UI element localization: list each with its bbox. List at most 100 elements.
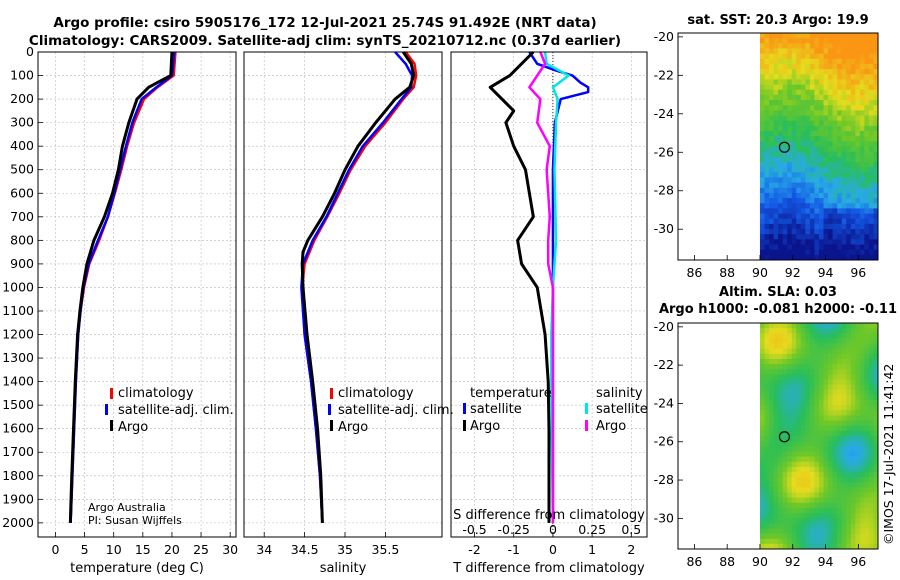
map-cell (805, 177, 811, 184)
map-cell (837, 53, 843, 60)
map-cell (864, 364, 870, 370)
map-cell (759, 441, 765, 447)
map-cell (832, 543, 838, 550)
map-cell (864, 528, 870, 534)
map-cell (841, 125, 847, 132)
map-cell (809, 38, 815, 44)
map-cell (823, 513, 829, 519)
map-cell (805, 151, 811, 158)
map-cell (841, 141, 847, 147)
map-cell (800, 94, 806, 101)
map-cell (832, 177, 838, 184)
map-cell (823, 333, 829, 339)
map-cell (818, 353, 824, 360)
map-cell (818, 369, 824, 375)
map-cell (828, 141, 833, 147)
map-cell (828, 477, 833, 483)
map-cell (787, 120, 793, 127)
map-cell (828, 115, 833, 122)
map-cell (855, 239, 861, 245)
map-cell (841, 436, 847, 442)
map-cell (859, 348, 865, 355)
map-cell (778, 410, 784, 416)
map-cell (823, 379, 829, 386)
map-cell (764, 379, 770, 386)
map-cell (773, 89, 779, 96)
map-cell (769, 110, 774, 116)
map-cell (837, 43, 843, 49)
map-cell (864, 48, 870, 55)
map-cell (805, 167, 811, 173)
map-cell (787, 482, 793, 488)
map-cell (850, 223, 856, 230)
map-cell (832, 58, 838, 65)
map-cell (778, 533, 784, 540)
map-cell (859, 523, 865, 529)
map-cell (873, 374, 879, 380)
map-cell (809, 115, 815, 122)
map-cell (796, 343, 802, 350)
map-cell (773, 254, 779, 261)
map-cell (814, 430, 820, 437)
map-cell (818, 379, 824, 386)
y-tick-label: 700 (10, 209, 34, 224)
map-cell (814, 451, 820, 457)
map-cell (855, 482, 861, 488)
map-cell (764, 172, 770, 178)
map-cell (818, 131, 824, 137)
map-cell (796, 487, 802, 493)
map-cell (828, 151, 833, 158)
map-cell (828, 254, 833, 261)
map-cell (823, 249, 829, 256)
map-cell (859, 502, 865, 509)
map-cell (864, 110, 870, 116)
map-cell (764, 38, 770, 44)
map-cell (773, 58, 779, 65)
map-cell (841, 94, 847, 101)
map-cell (796, 125, 802, 132)
map-cell (868, 436, 874, 442)
map-cell (809, 244, 815, 251)
map-cell (787, 328, 793, 334)
map-cell (796, 131, 802, 137)
map-cell (778, 400, 784, 406)
map-cell (873, 507, 879, 514)
map-cell (823, 244, 829, 251)
map-cell (805, 63, 811, 70)
map-cell (773, 131, 779, 137)
map-cell (864, 523, 870, 529)
map-cell (796, 254, 802, 261)
map-cell (855, 120, 861, 127)
map-cell (791, 167, 797, 173)
map-cell (791, 192, 797, 199)
map-cell (773, 146, 779, 153)
map-cell (846, 374, 852, 380)
map-cell (828, 405, 833, 411)
map-cell (778, 156, 784, 163)
map-cell (782, 389, 788, 396)
map-cell (809, 208, 815, 214)
map-cell (832, 79, 838, 85)
map-cell (814, 492, 820, 499)
map-cell (818, 338, 824, 344)
map-cell (837, 218, 843, 225)
map-cell (850, 89, 856, 96)
map-cell (832, 497, 838, 504)
map-cell (855, 441, 861, 447)
map-cell (832, 451, 838, 457)
map-cell (818, 105, 824, 111)
map-cell (791, 125, 797, 132)
map-cell (796, 420, 802, 427)
map-cell (864, 379, 870, 386)
map-cell (814, 43, 820, 49)
map-cell (837, 348, 843, 355)
map-cell (796, 461, 802, 468)
map-cell (818, 63, 824, 70)
map-cell (814, 33, 820, 39)
legend-satellite-label: satellite-adj. clim. (338, 403, 454, 418)
map-cell (787, 89, 793, 96)
map-cell (841, 338, 847, 344)
map-cell (800, 507, 806, 514)
argo-location-marker (778, 431, 791, 443)
